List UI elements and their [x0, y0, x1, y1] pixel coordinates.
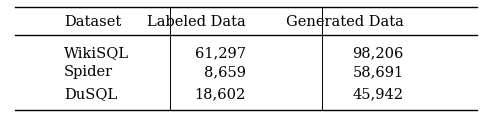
- Text: WikiSQL: WikiSQL: [64, 46, 129, 59]
- Text: DuSQL: DuSQL: [64, 86, 117, 100]
- Text: Spider: Spider: [64, 64, 113, 78]
- Text: 18,602: 18,602: [195, 86, 246, 100]
- Text: 45,942: 45,942: [352, 86, 403, 100]
- Text: 58,691: 58,691: [352, 64, 403, 78]
- Text: Dataset: Dataset: [64, 15, 121, 29]
- Text: 98,206: 98,206: [352, 46, 403, 59]
- Text: Generated Data: Generated Data: [285, 15, 403, 29]
- Text: 61,297: 61,297: [195, 46, 246, 59]
- Text: 8,659: 8,659: [204, 64, 246, 78]
- Text: Labeled Data: Labeled Data: [147, 15, 246, 29]
